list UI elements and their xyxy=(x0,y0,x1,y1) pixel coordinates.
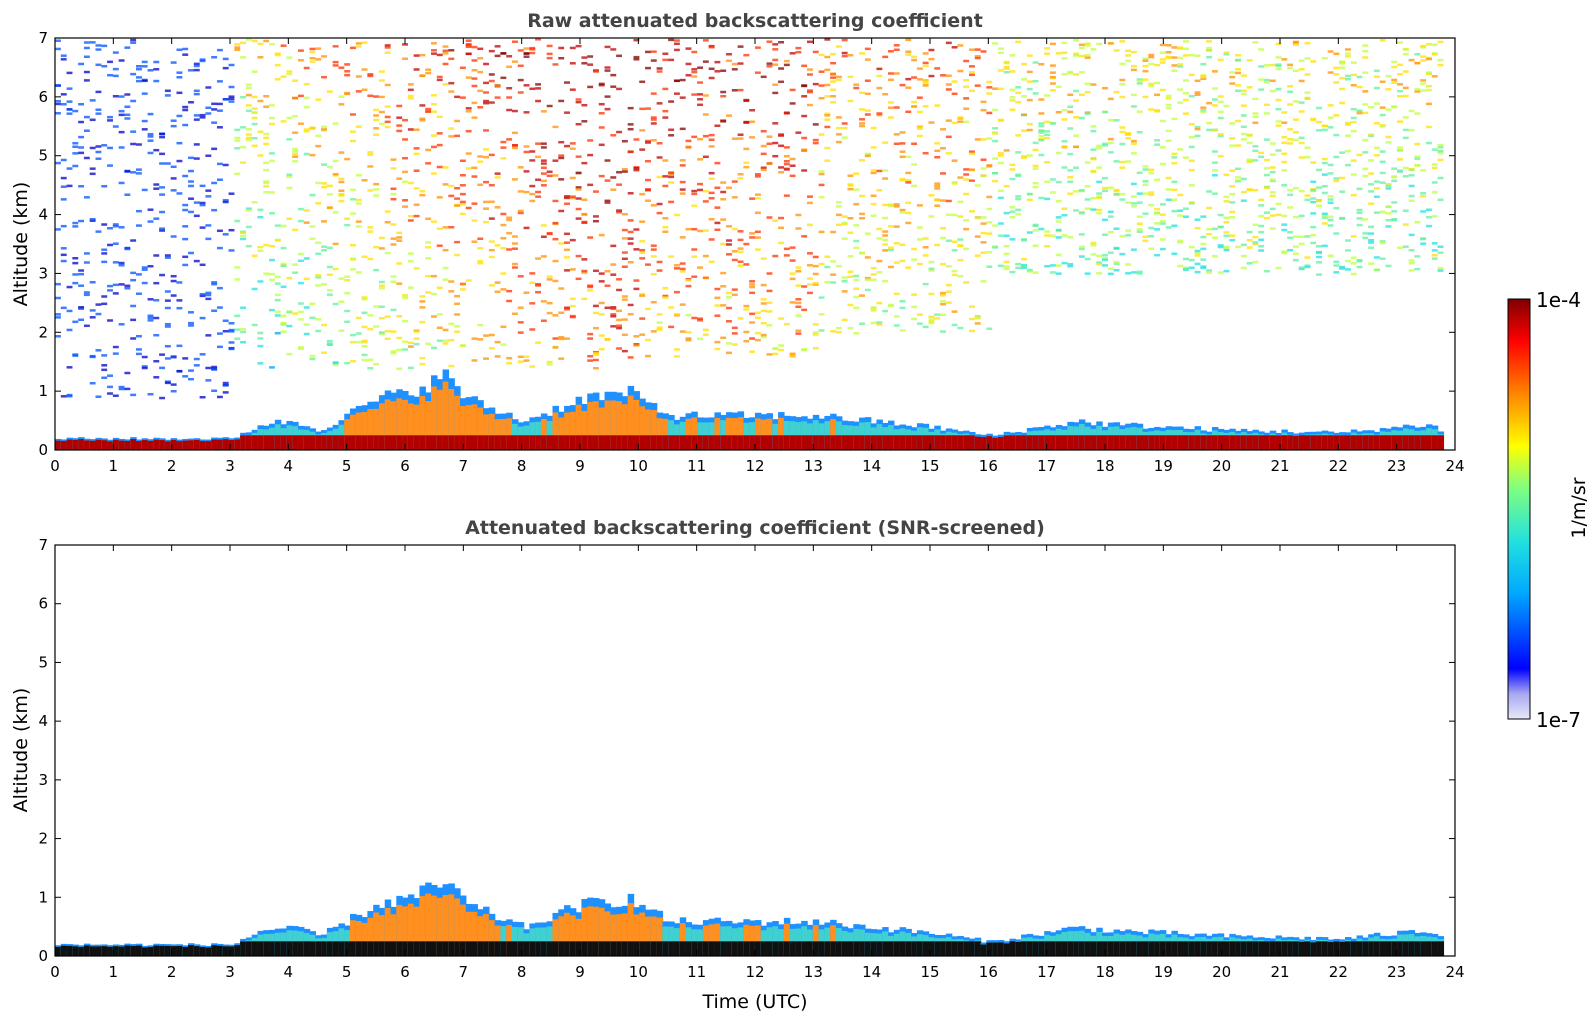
x-tick-label: 16 xyxy=(979,457,998,475)
x-tick-label: 19 xyxy=(1154,963,1173,981)
x-tick-label: 10 xyxy=(629,457,648,475)
x-tick-label: 14 xyxy=(862,457,881,475)
x-tick-label: 11 xyxy=(687,457,706,475)
x-tick-label: 20 xyxy=(1212,963,1231,981)
x-tick-label: 20 xyxy=(1212,457,1231,475)
y-tick-label: 4 xyxy=(38,712,48,730)
y-tick-label: 4 xyxy=(38,206,48,224)
x-tick-label: 11 xyxy=(687,963,706,981)
x-tick-label: 0 xyxy=(50,963,60,981)
x-tick-label: 19 xyxy=(1154,457,1173,475)
panel-screened-ylabel: Altitude (km) xyxy=(10,688,32,813)
y-tick-label: 6 xyxy=(38,88,48,106)
x-tick-label: 9 xyxy=(575,963,585,981)
panel-screened-title: Attenuated backscattering coefficient (S… xyxy=(465,517,1045,539)
x-tick-label: 16 xyxy=(979,963,998,981)
x-tick-label: 12 xyxy=(745,963,764,981)
x-tick-label: 7 xyxy=(459,963,469,981)
y-tick-label: 7 xyxy=(38,29,48,47)
x-tick-label: 0 xyxy=(50,457,60,475)
panel-screened-frame xyxy=(54,544,1456,957)
panel-screened-ticks: 0 1 2 3 4 5 6 7 8 9 10 11 12 13 14 15 16 17 18 19 20 21 22 23 24… xyxy=(38,536,1464,981)
colorbar-gradient xyxy=(1507,298,1531,720)
x-tick-label: 17 xyxy=(1037,457,1056,475)
x-tick-label: 3 xyxy=(225,457,235,475)
boundary-layer xyxy=(55,882,1445,956)
x-tick-label: 4 xyxy=(284,963,294,981)
x-tick-label: 1 xyxy=(109,963,119,981)
x-tick-label: 13 xyxy=(804,963,823,981)
x-tick-label: 18 xyxy=(1095,457,1114,475)
panel-screened-xlabel: Time (UTC) xyxy=(701,991,807,1013)
x-tick-label: 2 xyxy=(167,457,177,475)
x-tick-label: 5 xyxy=(342,963,352,981)
x-tick-label: 22 xyxy=(1329,963,1348,981)
x-tick-label: 24 xyxy=(1445,963,1464,981)
colorbar: 1e-4 1e-7 1/m/sr xyxy=(1507,288,1590,732)
x-tick-label: 8 xyxy=(517,457,527,475)
y-tick-label: 5 xyxy=(38,653,48,671)
panel-raw-heatmap xyxy=(55,38,1445,450)
colorbar-min-label: 1e-7 xyxy=(1536,708,1581,732)
y-tick-label: 5 xyxy=(38,147,48,165)
x-tick-label: 3 xyxy=(225,963,235,981)
y-tick-label: 3 xyxy=(38,771,48,789)
y-tick-label: 0 xyxy=(38,441,48,459)
panel-screened-heatmap xyxy=(55,882,1445,956)
x-tick-label: 10 xyxy=(629,963,648,981)
x-tick-label: 12 xyxy=(745,457,764,475)
y-tick-label: 0 xyxy=(38,947,48,965)
x-tick-label: 22 xyxy=(1329,457,1348,475)
x-tick-label: 24 xyxy=(1445,457,1464,475)
y-tick-label: 3 xyxy=(38,264,48,282)
panel-raw-ylabel: Altitude (km) xyxy=(10,182,32,307)
x-tick-label: 17 xyxy=(1037,963,1056,981)
x-tick-label: 2 xyxy=(167,963,177,981)
noise-field xyxy=(55,38,1444,400)
colorbar-max-label: 1e-4 xyxy=(1536,288,1581,312)
x-tick-label: 23 xyxy=(1387,963,1406,981)
x-tick-label: 15 xyxy=(920,457,939,475)
x-tick-label: 23 xyxy=(1387,457,1406,475)
x-tick-label: 8 xyxy=(517,963,527,981)
y-tick-label: 6 xyxy=(38,595,48,613)
panel-raw: Raw attenuated backscattering coefficien… xyxy=(10,10,1465,475)
panel-raw-title: Raw attenuated backscattering coefficien… xyxy=(527,10,983,32)
x-tick-label: 7 xyxy=(459,457,469,475)
x-tick-label: 6 xyxy=(400,963,410,981)
x-tick-label: 15 xyxy=(920,963,939,981)
panel-screened: Attenuated backscattering coefficient (S… xyxy=(10,517,1465,1013)
x-tick-label: 1 xyxy=(109,457,119,475)
colorbar-unit-label: 1/m/sr xyxy=(1568,477,1590,538)
x-tick-label: 13 xyxy=(804,457,823,475)
x-tick-label: 21 xyxy=(1270,963,1289,981)
x-tick-label: 6 xyxy=(400,457,410,475)
x-tick-label: 18 xyxy=(1095,963,1114,981)
y-tick-label: 2 xyxy=(38,830,48,848)
x-tick-label: 5 xyxy=(342,457,352,475)
boundary-layer xyxy=(55,369,1445,450)
panel-raw-ticks: 0 1 2 3 4 5 6 7 8 9 10 11 12 13 14 15 16 17 18 19 20 21 22 23 24… xyxy=(38,29,1464,475)
y-tick-label: 2 xyxy=(38,323,48,341)
y-tick-label: 1 xyxy=(38,888,48,906)
x-tick-label: 21 xyxy=(1270,457,1289,475)
y-tick-label: 1 xyxy=(38,382,48,400)
x-tick-label: 14 xyxy=(862,963,881,981)
x-tick-label: 4 xyxy=(284,457,294,475)
x-tick-label: 9 xyxy=(575,457,585,475)
y-tick-label: 7 xyxy=(38,536,48,554)
